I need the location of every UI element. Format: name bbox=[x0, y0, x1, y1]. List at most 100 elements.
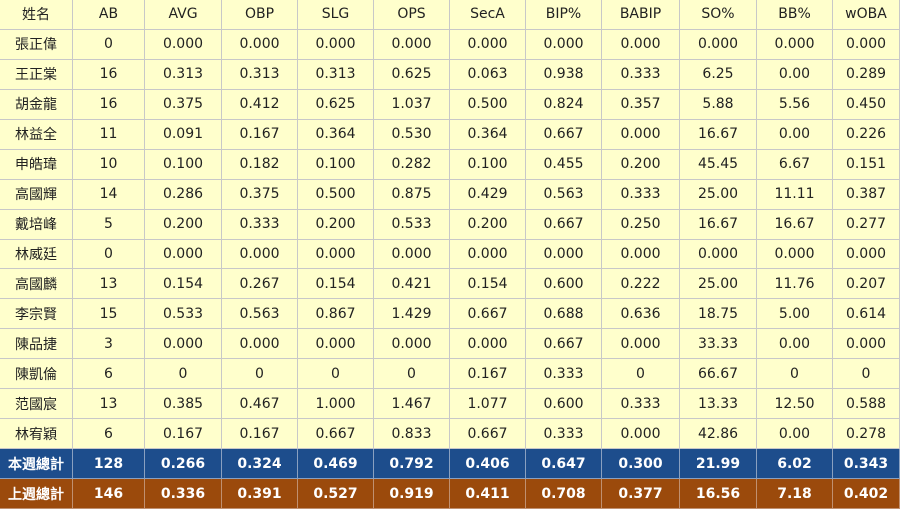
stat-cell: 0.364 bbox=[298, 119, 374, 150]
stat-cell: 0.282 bbox=[374, 149, 450, 180]
stat-cell: 6 bbox=[73, 359, 145, 390]
total-cell: 0.336 bbox=[145, 479, 222, 509]
player-name: 王正棠 bbox=[0, 59, 73, 90]
stat-cell: 0.000 bbox=[526, 29, 602, 60]
stat-cell: 0.000 bbox=[602, 239, 680, 270]
stat-cell: 1.037 bbox=[374, 89, 450, 120]
stat-cell: 16.67 bbox=[680, 209, 757, 240]
stat-cell: 14 bbox=[73, 179, 145, 210]
stat-cell: 0.000 bbox=[145, 329, 222, 360]
stat-cell: 0.625 bbox=[298, 89, 374, 120]
stat-cell: 0.364 bbox=[450, 119, 526, 150]
stat-cell: 0.375 bbox=[145, 89, 222, 120]
header-cell: BABIP bbox=[602, 0, 680, 30]
stat-cell: 0.154 bbox=[450, 269, 526, 300]
stat-cell: 0.000 bbox=[298, 329, 374, 360]
stat-cell: 0.267 bbox=[222, 269, 298, 300]
stat-cell: 0.000 bbox=[602, 29, 680, 60]
stat-cell: 0.500 bbox=[298, 179, 374, 210]
stat-cell: 0.00 bbox=[757, 119, 833, 150]
stat-cell: 0.000 bbox=[298, 29, 374, 60]
stat-cell: 0 bbox=[298, 359, 374, 390]
total-cell: 0.377 bbox=[602, 479, 680, 509]
header-cell: BIP% bbox=[526, 0, 602, 30]
stat-cell: 6 bbox=[73, 419, 145, 450]
stat-cell: 0.333 bbox=[602, 59, 680, 90]
stat-cell: 0.278 bbox=[833, 419, 900, 450]
stat-cell: 0.000 bbox=[602, 119, 680, 150]
stat-cell: 0.000 bbox=[833, 329, 900, 360]
stat-cell: 0.938 bbox=[526, 59, 602, 90]
stat-cell: 0.313 bbox=[298, 59, 374, 90]
stat-cell: 0.250 bbox=[602, 209, 680, 240]
stat-cell: 11.11 bbox=[757, 179, 833, 210]
stat-cell: 13 bbox=[73, 389, 145, 420]
stat-cell: 0.412 bbox=[222, 89, 298, 120]
stat-cell: 0 bbox=[602, 359, 680, 390]
total-cell: 0.469 bbox=[298, 449, 374, 480]
stat-cell: 0.167 bbox=[222, 119, 298, 150]
stat-cell: 0.100 bbox=[145, 149, 222, 180]
stat-cell: 0.500 bbox=[450, 89, 526, 120]
stat-cell: 66.67 bbox=[680, 359, 757, 390]
stat-cell: 0.182 bbox=[222, 149, 298, 180]
stat-cell: 0.375 bbox=[222, 179, 298, 210]
stat-cell: 12.50 bbox=[757, 389, 833, 420]
stat-cell: 0.000 bbox=[450, 329, 526, 360]
stat-cell: 0.154 bbox=[145, 269, 222, 300]
stat-cell: 0.000 bbox=[222, 329, 298, 360]
stat-cell: 0.000 bbox=[680, 239, 757, 270]
stat-cell: 0.530 bbox=[374, 119, 450, 150]
stat-cell: 10 bbox=[73, 149, 145, 180]
player-name: 陳品捷 bbox=[0, 329, 73, 360]
stat-cell: 11 bbox=[73, 119, 145, 150]
total-cell: 16.56 bbox=[680, 479, 757, 509]
stat-cell: 0.000 bbox=[298, 239, 374, 270]
stat-cell: 0.100 bbox=[298, 149, 374, 180]
player-name: 范國宸 bbox=[0, 389, 73, 420]
stat-cell: 0.000 bbox=[602, 419, 680, 450]
stat-cell: 11.76 bbox=[757, 269, 833, 300]
stat-cell: 0.533 bbox=[374, 209, 450, 240]
player-name: 陳凱倫 bbox=[0, 359, 73, 390]
stat-cell: 0.824 bbox=[526, 89, 602, 120]
stat-cell: 0.226 bbox=[833, 119, 900, 150]
stat-cell: 0.833 bbox=[374, 419, 450, 450]
stat-cell: 5.56 bbox=[757, 89, 833, 120]
stat-cell: 0 bbox=[73, 29, 145, 60]
player-name: 林宥穎 bbox=[0, 419, 73, 450]
stat-cell: 0.063 bbox=[450, 59, 526, 90]
stat-cell: 0.200 bbox=[450, 209, 526, 240]
stat-cell: 33.33 bbox=[680, 329, 757, 360]
player-name: 林益全 bbox=[0, 119, 73, 150]
stat-cell: 0.357 bbox=[602, 89, 680, 120]
stat-cell: 0.667 bbox=[526, 329, 602, 360]
stat-cell: 1.467 bbox=[374, 389, 450, 420]
header-cell: SO% bbox=[680, 0, 757, 30]
stat-cell: 0.387 bbox=[833, 179, 900, 210]
header-cell: AVG bbox=[145, 0, 222, 30]
stat-cell: 5 bbox=[73, 209, 145, 240]
header-cell: SecA bbox=[450, 0, 526, 30]
stat-cell: 0.000 bbox=[145, 239, 222, 270]
stat-cell: 1.077 bbox=[450, 389, 526, 420]
stat-cell: 0 bbox=[757, 359, 833, 390]
stat-cell: 3 bbox=[73, 329, 145, 360]
player-name: 張正偉 bbox=[0, 29, 73, 60]
stat-cell: 0.429 bbox=[450, 179, 526, 210]
stat-cell: 1.429 bbox=[374, 299, 450, 330]
total-cell: 7.18 bbox=[757, 479, 833, 509]
header-cell: 姓名 bbox=[0, 0, 73, 30]
stat-cell: 0 bbox=[73, 239, 145, 270]
stat-cell: 16.67 bbox=[757, 209, 833, 240]
player-name: 高國麟 bbox=[0, 269, 73, 300]
header-cell: AB bbox=[73, 0, 145, 30]
stat-cell: 0.000 bbox=[374, 29, 450, 60]
stat-cell: 0.667 bbox=[526, 209, 602, 240]
stat-cell: 0.600 bbox=[526, 269, 602, 300]
stat-cell: 25.00 bbox=[680, 269, 757, 300]
total-cell: 0.708 bbox=[526, 479, 602, 509]
stat-cell: 0.333 bbox=[222, 209, 298, 240]
stat-cell: 0.00 bbox=[757, 419, 833, 450]
